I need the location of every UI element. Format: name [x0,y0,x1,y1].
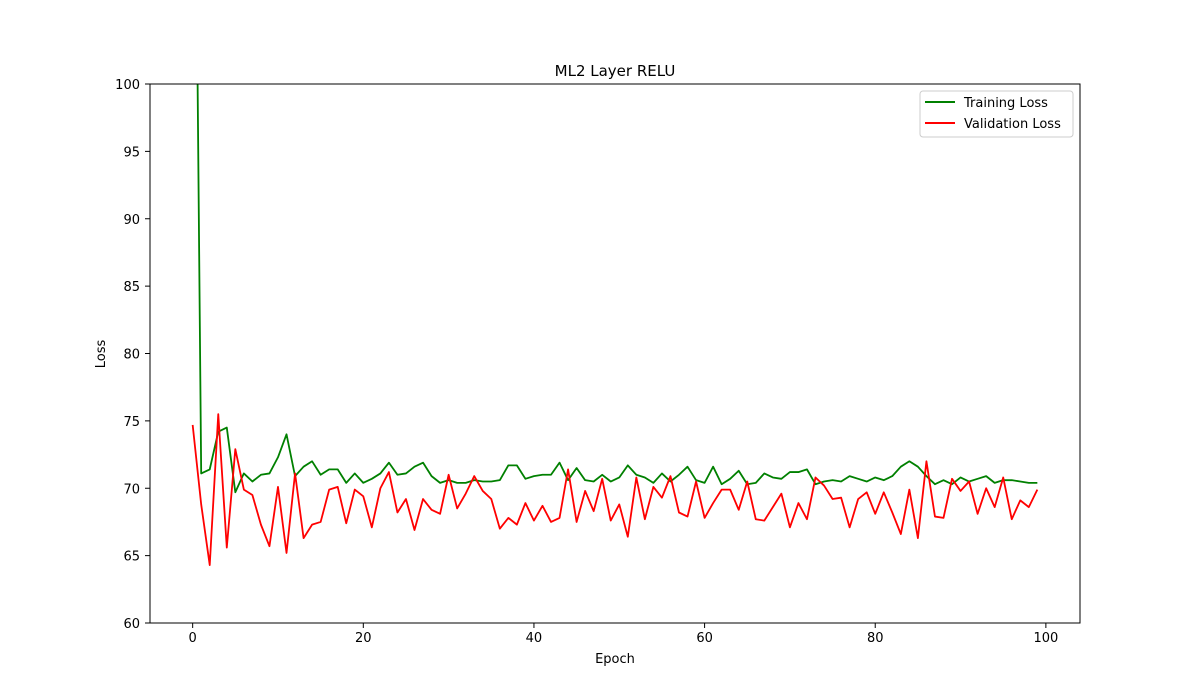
legend-box [919,90,1074,138]
x-tick-label: 100 [1033,631,1058,646]
series-line-validation-loss [191,413,1039,566]
series-line-training-loss [196,84,1038,494]
x-tick-label: 20 [355,631,372,646]
x-axis: 0 20 40 60 80 100 [189,623,1058,646]
x-axis-label: Epoch [595,652,635,667]
y-tick-label: 75 [123,415,140,430]
y-tick-label: 80 [123,348,140,363]
x-tick-label: 40 [526,631,543,646]
legend-label-training-loss: Training Loss [963,96,1048,111]
legend-label-validation-loss: Validation Loss [964,117,1061,132]
legend: Training Loss Validation Loss [919,90,1074,138]
chart-title: ML2 Layer RELU [555,62,676,80]
x-tick-label: 60 [696,631,713,646]
y-tick-label: 60 [123,617,140,632]
series-layer [191,84,1039,566]
y-tick-label: 65 [123,550,140,565]
y-axis-label: Loss [94,340,109,369]
y-axis: 60 65 70 75 80 85 90 95 100 [115,78,150,632]
y-tick-label: 85 [123,280,140,295]
x-tick-label: 80 [867,631,884,646]
y-tick-label: 100 [115,78,140,93]
y-tick-label: 70 [123,482,140,497]
y-tick-label: 95 [123,145,140,160]
y-tick-label: 90 [123,213,140,228]
x-tick-label: 0 [189,631,197,646]
